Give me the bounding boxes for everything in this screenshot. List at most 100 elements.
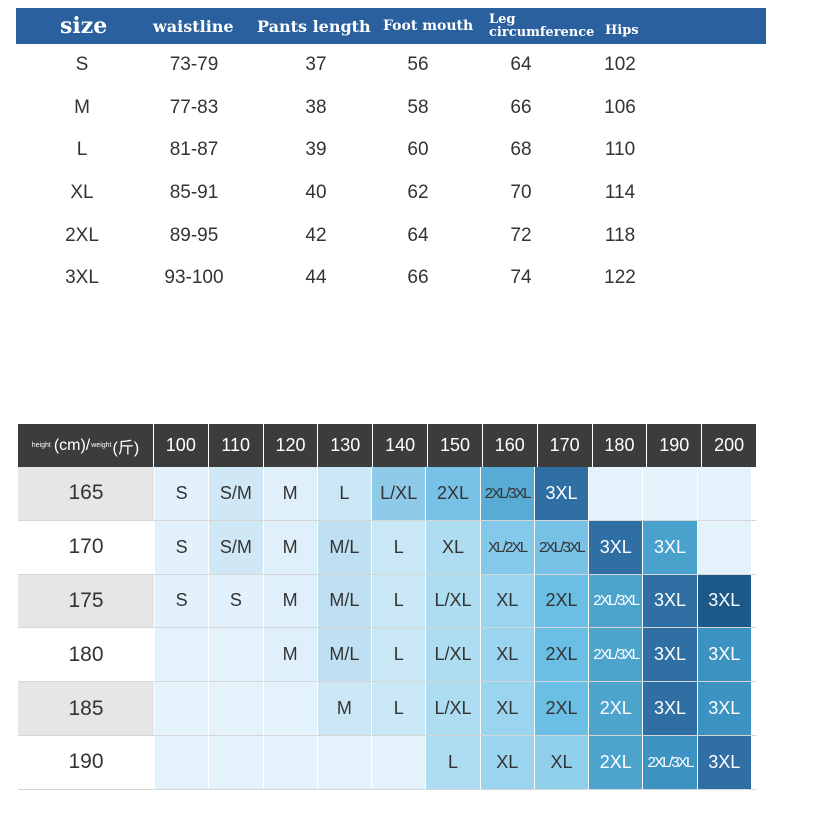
size-cell: 89-95 bbox=[169, 224, 219, 246]
size-recommendation-cell bbox=[154, 628, 209, 682]
weight-header: 170 bbox=[537, 424, 593, 467]
size-recommendation-cell: XL bbox=[533, 735, 589, 789]
size-cell: 60 bbox=[407, 139, 429, 161]
corner-height-unit: (cm)/ bbox=[53, 436, 91, 454]
grid-row: 165 S S/M M L L/XL 2XL 2XL/3XL 3XL bbox=[18, 467, 756, 521]
grid-row: 175 S S M M/L L L/XL XL 2XL 2XL/3XL 3XL 3XL bbox=[18, 574, 756, 629]
height-label: 180 bbox=[18, 628, 154, 682]
size-recommendation-cell: 2XL/3XL bbox=[533, 520, 589, 574]
size-recommendation-cell: XL bbox=[425, 520, 480, 574]
height-label: 170 bbox=[18, 520, 154, 574]
size-cell: 38 bbox=[305, 96, 327, 118]
header-leg: Leg bbox=[489, 12, 516, 27]
size-recommendation-cell bbox=[262, 735, 317, 789]
size-chart-body: S 73-79 37 56 64 102 M 77-83 38 58 66 106 L 81-87 39 60… bbox=[16, 44, 766, 300]
size-recommendation-cell bbox=[208, 735, 263, 789]
size-recommendation-cell bbox=[316, 735, 372, 789]
size-recommendation-cell bbox=[154, 682, 209, 735]
size-cell: 56 bbox=[407, 54, 429, 76]
size-cell: L bbox=[76, 139, 88, 161]
size-cell: 118 bbox=[604, 224, 636, 246]
size-cell: 70 bbox=[510, 182, 532, 204]
size-recommendation-cell bbox=[642, 467, 697, 520]
size-cell: 74 bbox=[510, 267, 532, 289]
size-recommendation-cell: M bbox=[316, 682, 372, 735]
weight-header: 160 bbox=[482, 424, 538, 467]
weight-header: 140 bbox=[373, 424, 429, 467]
size-recommendation-cell bbox=[696, 520, 751, 574]
size-cell: XL bbox=[70, 182, 94, 204]
size-recommendation-cell: L bbox=[371, 574, 426, 628]
corner-height-word: height bbox=[31, 442, 51, 449]
size-recommendation-cell: 2XL bbox=[588, 682, 643, 735]
size-cell: 68 bbox=[510, 139, 532, 161]
size-recommendation-cell: M bbox=[262, 520, 317, 574]
size-recommendation-cell: L/XL bbox=[371, 467, 426, 520]
size-recommendation-cell: M/L bbox=[316, 520, 372, 574]
header-leg-circumference: Leg circumference bbox=[489, 8, 594, 44]
size-cell: 114 bbox=[604, 182, 636, 204]
size-recommendation-cell: 2XL/3XL bbox=[479, 467, 534, 520]
size-row: S 73-79 37 56 64 102 bbox=[16, 44, 766, 87]
weight-header: 100 bbox=[153, 424, 209, 467]
height-label: 175 bbox=[18, 574, 154, 628]
size-recommendation-cell: 3XL bbox=[533, 467, 589, 520]
size-recommendation-cell: L bbox=[371, 520, 426, 574]
size-cell: 62 bbox=[407, 182, 429, 204]
size-recommendation-cell: 2XL bbox=[425, 467, 480, 520]
size-recommendation-cell: M bbox=[262, 628, 317, 682]
size-recommendation-cell: S bbox=[154, 574, 209, 628]
size-row: L 81-87 39 60 68 110 bbox=[16, 129, 766, 172]
size-recommendation-cell: 2XL bbox=[533, 628, 589, 682]
size-recommendation-cell: 3XL bbox=[642, 574, 697, 628]
grid-header-row: height (cm)/ weight (斤) 100 110 120 130 140 1… bbox=[18, 424, 757, 467]
size-recommendation-cell: 2XL bbox=[533, 574, 589, 628]
size-cell: 77-83 bbox=[169, 96, 219, 118]
size-cell: 39 bbox=[305, 139, 327, 161]
size-recommendation-cell: 2XL/3XL bbox=[642, 735, 697, 789]
grid-row: 185 M L L/XL XL 2XL 2XL 3XL 3XL bbox=[18, 682, 756, 736]
weight-header: 180 bbox=[592, 424, 648, 467]
size-recommendation-cell bbox=[371, 735, 426, 789]
size-recommendation-cell: L bbox=[316, 467, 372, 520]
size-recommendation-cell: S/M bbox=[208, 520, 263, 574]
size-recommendation-cell bbox=[696, 467, 751, 520]
size-recommendation-cell: 2XL/3XL bbox=[588, 628, 643, 682]
size-cell: 110 bbox=[604, 139, 636, 161]
height-label: 190 bbox=[18, 735, 154, 789]
size-recommendation-cell: 3XL bbox=[588, 520, 643, 574]
size-recommendation-cell: 3XL bbox=[696, 628, 751, 682]
size-cell: 58 bbox=[407, 96, 429, 118]
size-recommendation-cell: XL bbox=[479, 574, 534, 628]
size-recommendation-cell: 2XL bbox=[533, 682, 589, 735]
height-weight-grid: height (cm)/ weight (斤) 100 110 120 130 140 1… bbox=[18, 424, 757, 790]
size-cell: S bbox=[75, 54, 89, 76]
size-recommendation-cell bbox=[588, 467, 643, 520]
size-cell: M bbox=[74, 96, 90, 118]
size-recommendation-cell: L/XL bbox=[425, 682, 480, 735]
size-cell: 122 bbox=[604, 267, 636, 289]
size-cell: 64 bbox=[510, 54, 532, 76]
size-recommendation-cell bbox=[208, 682, 263, 735]
size-cell: 93-100 bbox=[164, 267, 224, 289]
size-cell: 40 bbox=[305, 182, 327, 204]
size-recommendation-cell: S bbox=[208, 574, 263, 628]
size-row: 2XL 89-95 42 64 72 118 bbox=[16, 214, 766, 257]
size-recommendation-cell: 2XL/3XL bbox=[588, 574, 643, 628]
size-recommendation-cell: L/XL bbox=[425, 628, 480, 682]
weight-header: 190 bbox=[647, 424, 703, 467]
corner-weight-word: weight bbox=[91, 442, 112, 449]
size-recommendation-cell: 3XL bbox=[642, 682, 697, 735]
header-size: size bbox=[60, 13, 108, 39]
size-recommendation-cell: XL/2XL bbox=[479, 520, 534, 574]
size-cell: 2XL bbox=[65, 224, 99, 246]
size-cell: 66 bbox=[407, 267, 429, 289]
size-recommendation-cell: XL bbox=[479, 735, 534, 789]
grid-row: 180 M M/L L L/XL XL 2XL 2XL/3XL 3XL 3XL bbox=[18, 628, 756, 683]
size-recommendation-cell: XL bbox=[479, 628, 534, 682]
size-recommendation-cell: S bbox=[154, 467, 209, 520]
size-chart-header: size waistline Pants length Foot mouth L… bbox=[16, 8, 766, 44]
size-recommendation-cell bbox=[208, 628, 263, 682]
size-cell: 102 bbox=[604, 54, 636, 76]
size-cell: 44 bbox=[305, 267, 327, 289]
